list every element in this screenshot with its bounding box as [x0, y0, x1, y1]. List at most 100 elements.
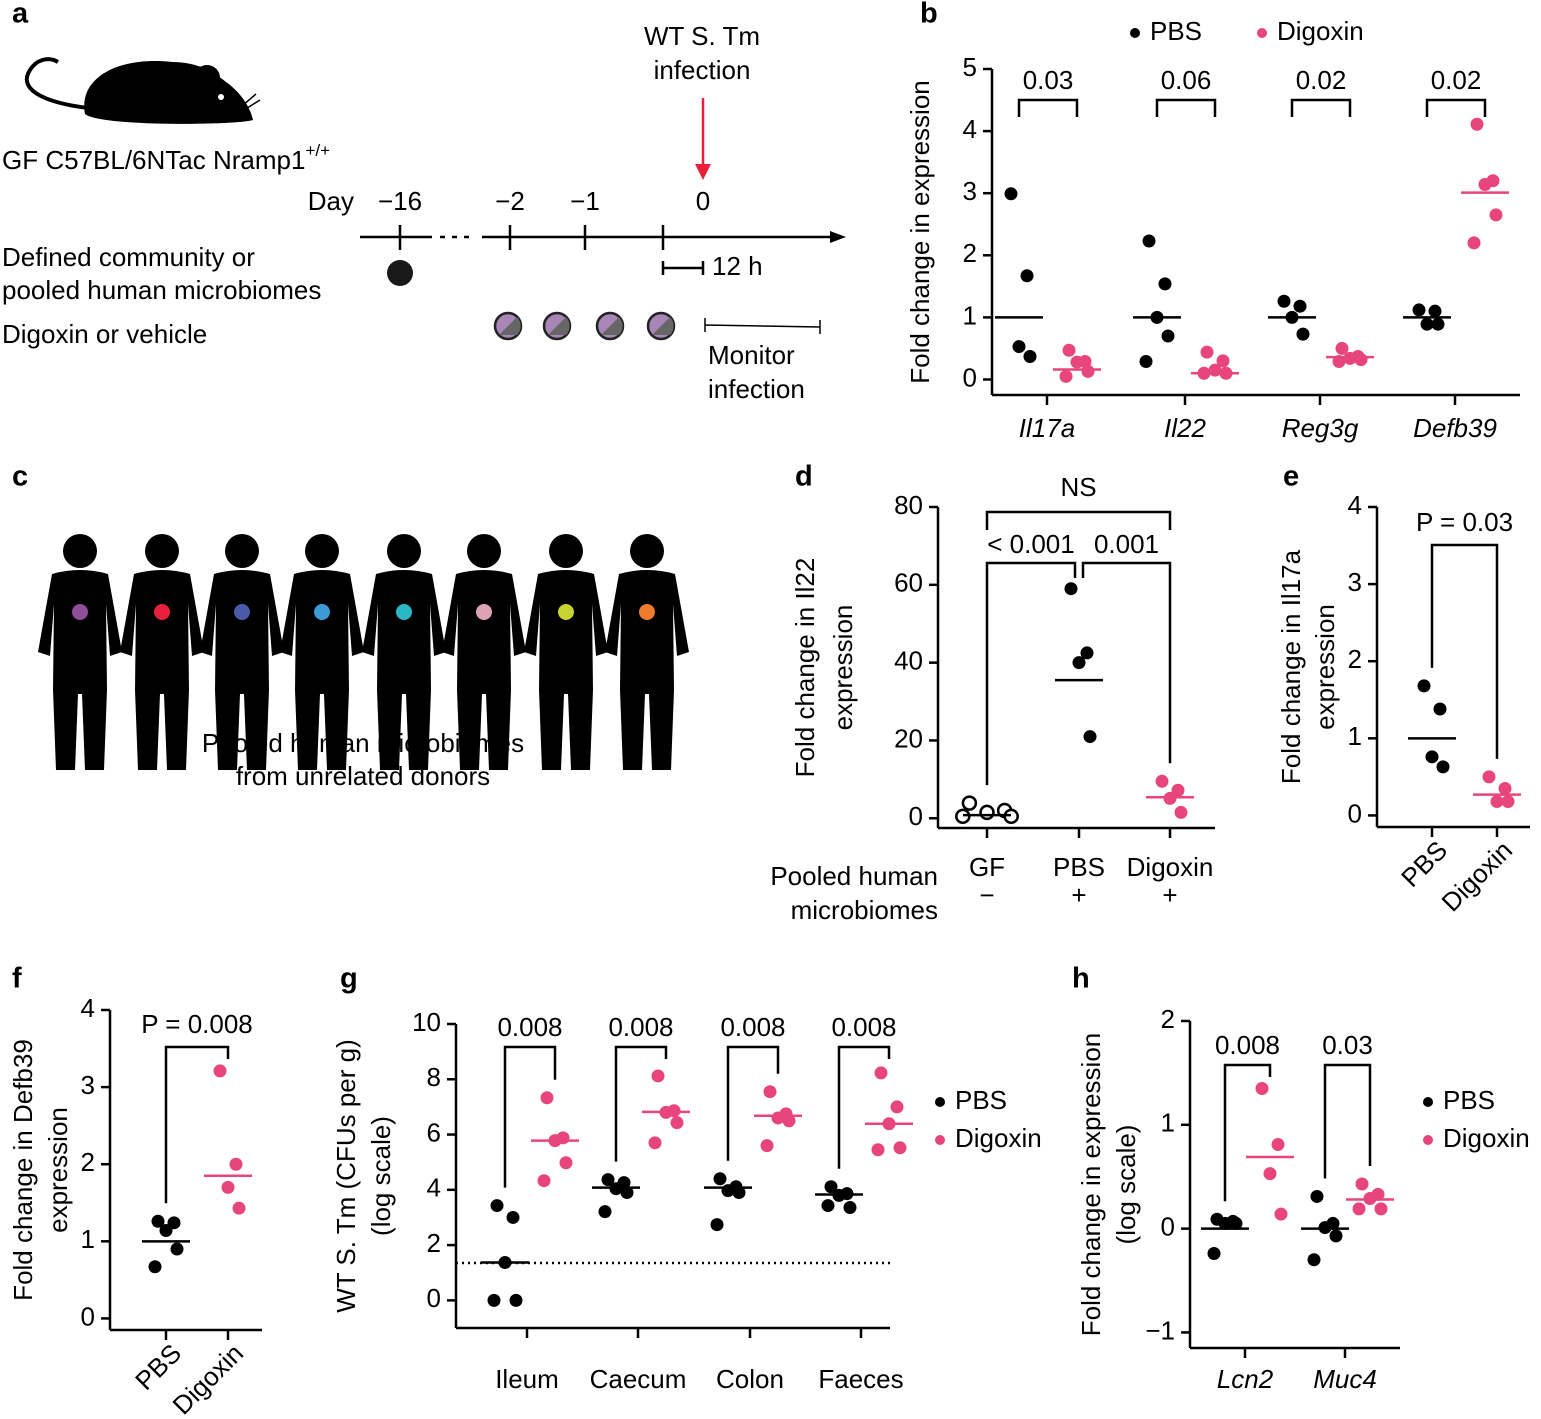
annotation: 0.03	[1023, 65, 1074, 95]
data-point	[1374, 1202, 1388, 1216]
community: pooled human microbiomes	[2, 275, 321, 305]
data-point	[1436, 760, 1450, 774]
data-point	[760, 1139, 774, 1153]
timeline-arrowhead	[830, 231, 846, 243]
annotation: P = 0.03	[1416, 507, 1513, 537]
bracket	[726, 1045, 780, 1161]
microbiome-dot	[558, 604, 574, 620]
data-point	[821, 1199, 835, 1213]
legend-label: PBS	[1150, 16, 1202, 46]
data-point	[1139, 354, 1153, 368]
data-point	[151, 1214, 165, 1228]
data-point	[843, 1201, 857, 1215]
data-point	[159, 1224, 173, 1238]
x-tick-label: Ileum	[495, 1364, 559, 1394]
data-point	[670, 1116, 684, 1130]
data-point	[1329, 1229, 1343, 1243]
y-axis-label: expression	[43, 1107, 73, 1233]
data-point	[961, 795, 978, 811]
bracket	[1323, 1063, 1372, 1179]
annotation: 0.008	[831, 1012, 896, 1042]
data-point	[1080, 646, 1094, 660]
data-point	[1072, 656, 1086, 670]
data-point	[824, 1180, 838, 1194]
data-point	[170, 1242, 184, 1256]
annotation: 0.06	[1161, 65, 1212, 95]
monitor-bracket	[704, 318, 821, 334]
panel-label: d	[795, 461, 813, 493]
chart: e Fold change in Il17a expression 0 1 2 3 4 PBSD…	[1276, 461, 1530, 917]
row-label: microbiomes	[791, 895, 938, 925]
bracket	[985, 510, 1172, 530]
bracket	[1430, 543, 1499, 759]
person-head	[467, 534, 501, 568]
dose-half	[548, 317, 570, 335]
data-point	[1277, 294, 1291, 308]
y-axis-label: Fold change in Il17a	[1276, 549, 1306, 784]
data-point	[1417, 679, 1431, 693]
data-point	[1083, 730, 1097, 744]
y-axis-label: Fold change in Il22	[790, 558, 820, 778]
data-point	[732, 1186, 746, 1200]
data-point	[1355, 1177, 1369, 1191]
data-point	[721, 1184, 735, 1198]
row-label: Pooled human	[770, 861, 938, 891]
microbiome-dot	[396, 604, 412, 620]
data-point	[890, 1100, 904, 1114]
strain-sup: +/+	[305, 141, 330, 160]
data-point	[782, 1114, 796, 1128]
infection-arrowhead	[695, 164, 711, 180]
y-tick-label: 0	[909, 801, 923, 831]
data-point	[1081, 364, 1095, 378]
y-tick-label: 4	[1348, 490, 1362, 520]
data-point	[1171, 783, 1185, 797]
data-point	[1467, 236, 1481, 250]
data-point	[490, 1199, 504, 1213]
y-tick-label: 80	[894, 490, 923, 520]
bracket	[1155, 98, 1217, 117]
data-point	[221, 1180, 235, 1194]
data-point	[648, 1136, 662, 1150]
y-tick-label: 0	[1161, 1211, 1175, 1241]
data-point	[1354, 353, 1368, 367]
data-point	[651, 1069, 665, 1083]
bracket	[1223, 1063, 1272, 1202]
bracket	[837, 1045, 891, 1169]
y-tick-label: 1	[1161, 1108, 1175, 1138]
data-point	[1200, 345, 1214, 359]
data-point	[1498, 781, 1512, 795]
interval-bracket	[661, 261, 705, 275]
y-tick-label: 2	[963, 238, 977, 268]
data-point	[710, 1218, 724, 1232]
panel-label: f	[12, 963, 22, 995]
panel-a: a GF C57BL/6NTac Nramp1+/+ WT S. Tm infe…	[2, 0, 846, 404]
y-tick-label: 1	[963, 300, 977, 330]
bracket	[985, 561, 1077, 786]
data-point	[874, 1066, 888, 1080]
annotation: < 0.001	[987, 529, 1074, 559]
legend-marker	[1257, 28, 1267, 38]
y-tick-label: 0	[1348, 798, 1362, 828]
chart: h Fold change in expression (log scale) −1 0…	[1072, 963, 1530, 1394]
y-axis-label: Fold change in expression	[1076, 1033, 1106, 1337]
panel-label: h	[1072, 963, 1090, 995]
data-point	[1155, 774, 1169, 788]
data-point	[1012, 340, 1026, 354]
data-point	[537, 1174, 551, 1188]
y-tick-label: 3	[963, 176, 977, 206]
interval: 12 h	[712, 251, 763, 281]
data-point	[1023, 350, 1037, 364]
data-point	[1412, 303, 1426, 317]
arrow-label: WT S. Tm	[644, 21, 760, 51]
person-head	[387, 534, 421, 568]
legend-marker	[935, 1097, 945, 1107]
microbiome-dot	[639, 604, 655, 620]
person-body	[200, 570, 284, 770]
data-point	[559, 1156, 573, 1170]
data-point	[1490, 795, 1504, 809]
panel-label: e	[1283, 461, 1299, 493]
caption: from unrelated donors	[236, 761, 490, 791]
mouse-body	[84, 61, 254, 124]
person-body	[605, 570, 689, 770]
